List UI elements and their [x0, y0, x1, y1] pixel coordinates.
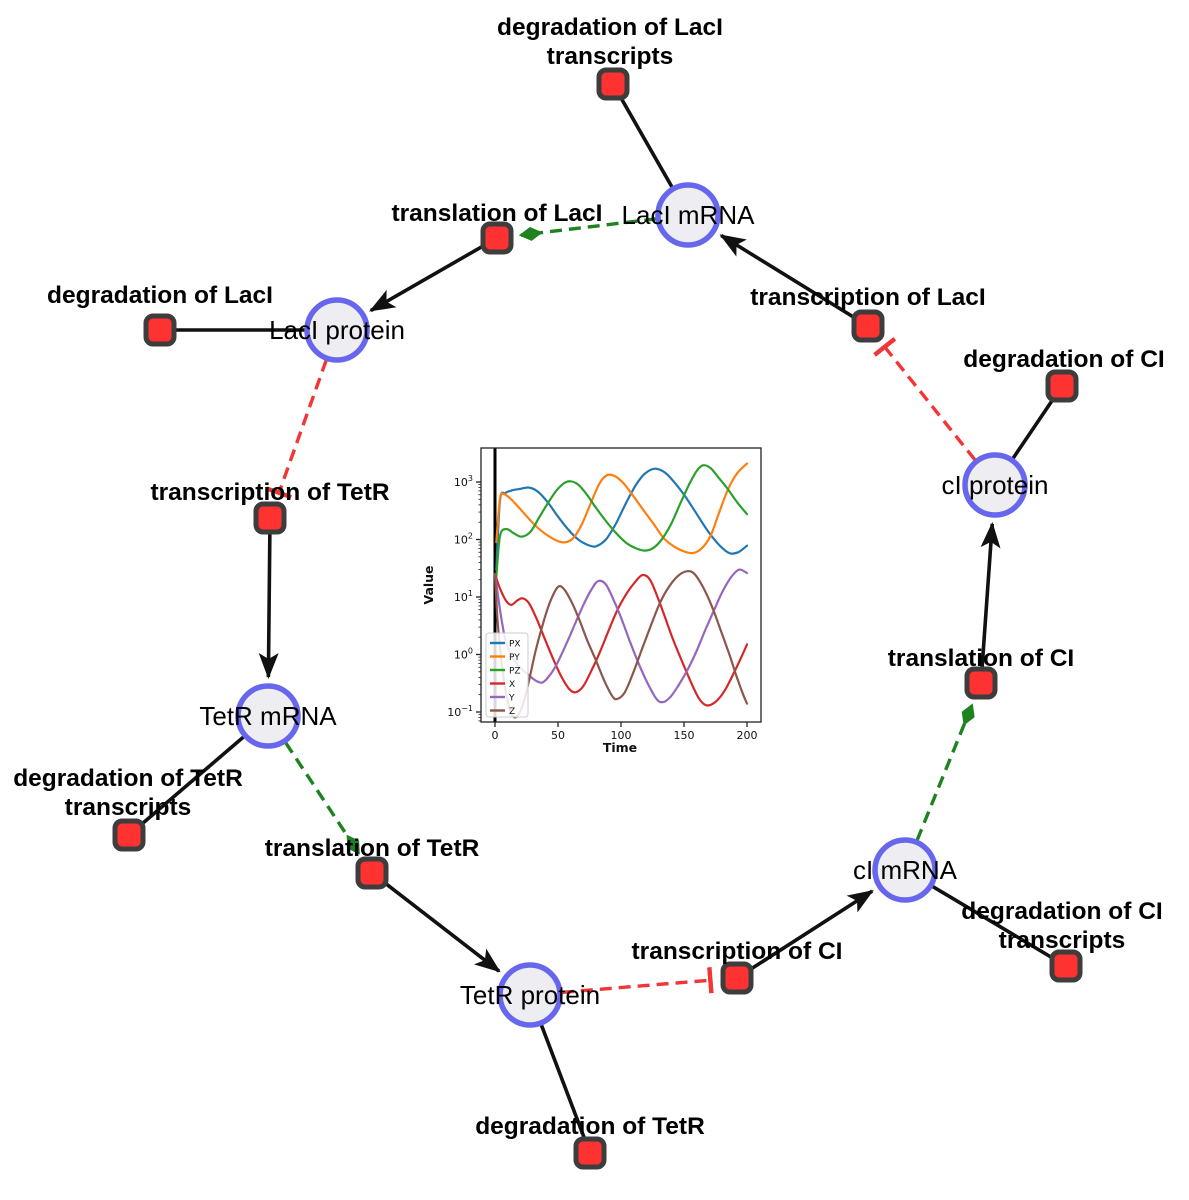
chart-ytick-10e3: 103: [454, 474, 473, 489]
reaction-node-transl-ci[interactable]: [964, 666, 998, 700]
reaction-label-transl-laci-line1: translation of LacI: [391, 200, 602, 227]
edge-product-transl-ci-to-ci-protein: [979, 521, 1001, 684]
reaction-node-deg-laci-tx[interactable]: [596, 67, 630, 101]
edge-product-transcr-laci-to-laci-mrna: [719, 233, 869, 328]
reaction-node-deg-tetr[interactable]: [573, 1136, 607, 1170]
reaction-node-transcr-ci[interactable]: [720, 961, 754, 995]
reaction-label-transcr-laci-line1: transcription of LacI: [750, 284, 986, 311]
legend-label-z: Z: [509, 707, 515, 717]
inset-timecourse-chart: 0 50 100 150 200 10−1 100 101 102 103 Time Value PX P…: [421, 447, 762, 755]
species-node-ci-protein[interactable]: [962, 452, 1028, 518]
reaction-label-deg-laci-line1: degradation of LacI: [47, 282, 273, 309]
edge-activation-tetr-mrna-to-transl-tetr: [284, 741, 361, 855]
edge-inhibition-ci-protein-to-transcr-laci: [873, 337, 977, 462]
label-layer: LacI mRNA LacI protein TetR mRNA TetR prote…: [13, 14, 1165, 1140]
legend-label-px: PX: [509, 640, 521, 650]
chart-xtick-0: 0: [492, 729, 499, 742]
species-label-tetr-mrna: TetR mRNA: [199, 701, 337, 731]
reaction-label-deg-laci-tx-line1: degradation of LacI: [497, 14, 723, 41]
reaction-label-deg-tetr-tx-line1: degradation of TetR: [13, 765, 243, 792]
chart-ylabel: Value: [421, 565, 436, 604]
edge-activation-laci-mrna-to-transl-laci: [518, 217, 657, 241]
chart-series-x: [493, 573, 749, 707]
reaction-node-deg-ci-tx[interactable]: [1049, 949, 1083, 983]
reaction-label-deg-ci-tx-line2: transcripts: [999, 927, 1126, 954]
chart-xtick-200: 200: [737, 729, 758, 742]
reaction-label-transcr-ci-line1: transcription of CI: [632, 938, 843, 965]
chart-series-py: [495, 462, 749, 555]
node-layer: [112, 67, 1083, 1170]
edge-inhibition-tetr-protein-to-transcr-ci: [561, 967, 714, 995]
species-label-ci-protein: cI protein: [942, 470, 1049, 500]
species-node-tetr-mrna[interactable]: [235, 683, 301, 749]
species-label-laci-protein: LacI protein: [269, 315, 405, 345]
species-label-ci-mrna: cI mRNA: [853, 855, 958, 885]
edge-product-transcr-tetr-to-tetr-mrna: [258, 517, 279, 680]
reaction-label-transl-ci-line1: translation of CI: [888, 645, 1074, 672]
chart-ytick-10e1: 101: [454, 589, 473, 604]
edge-inhibition-laci-protein-to-transcr-tetr: [265, 359, 328, 500]
species-node-laci-mrna[interactable]: [655, 182, 721, 248]
chart-xtick-150: 150: [674, 729, 695, 742]
chart-xtick-100: 100: [611, 729, 632, 742]
species-label-tetr-protein: TetR protein: [460, 980, 600, 1010]
reaction-label-transl-tetr-line1: translation of TetR: [265, 835, 480, 862]
chart-series-pz: [495, 464, 749, 579]
legend-label-x: X: [509, 680, 515, 690]
reaction-label-deg-tetr-line1: degradation of TetR: [475, 1113, 705, 1140]
edge-product-transl-tetr-to-tetr-protein: [370, 871, 501, 973]
edge-product-transcr-ci-to-ci-mrna: [736, 889, 874, 980]
legend-label-py: PY: [509, 653, 520, 663]
edge-product-transl-laci-to-laci-protein: [369, 236, 498, 313]
reaction-node-deg-laci[interactable]: [143, 313, 177, 347]
chart-ytick-10e0: 100: [454, 647, 473, 662]
chart-xtick-50: 50: [551, 729, 565, 742]
species-node-laci-protein[interactable]: [304, 297, 370, 363]
legend-label-pz: PZ: [509, 667, 521, 677]
reaction-node-transcr-tetr[interactable]: [253, 501, 287, 535]
reaction-label-deg-ci-line1: degradation of CI: [963, 346, 1164, 373]
species-node-tetr-protein[interactable]: [497, 962, 563, 1028]
reaction-node-deg-ci[interactable]: [1045, 369, 1079, 403]
reaction-node-transl-tetr[interactable]: [355, 856, 389, 890]
edge-activation-ci-mrna-to-transl-ci: [915, 703, 975, 841]
chart-xlabel: Time: [603, 740, 637, 755]
reaction-node-deg-tetr-tx[interactable]: [112, 818, 146, 852]
legend-label-y: Y: [508, 694, 515, 704]
species-node-ci-mrna[interactable]: [872, 837, 938, 903]
chart-series-px: [495, 467, 749, 571]
reaction-node-transl-laci[interactable]: [480, 221, 514, 255]
chart-ytick-10e-1: 10−1: [447, 704, 473, 719]
reaction-label-deg-ci-tx-line1: degradation of CI: [961, 898, 1162, 925]
species-label-laci-mrna: LacI mRNA: [622, 200, 756, 230]
reaction-label-deg-tetr-tx-line2: transcripts: [65, 794, 192, 821]
reaction-node-transcr-laci[interactable]: [851, 309, 885, 343]
reaction-label-deg-laci-tx-line2: transcripts: [547, 43, 674, 70]
chart-legend-box: [485, 632, 529, 718]
chart-ytick-10e2: 102: [454, 532, 473, 547]
reaction-label-transcr-tetr-line1: transcription of TetR: [150, 479, 389, 506]
